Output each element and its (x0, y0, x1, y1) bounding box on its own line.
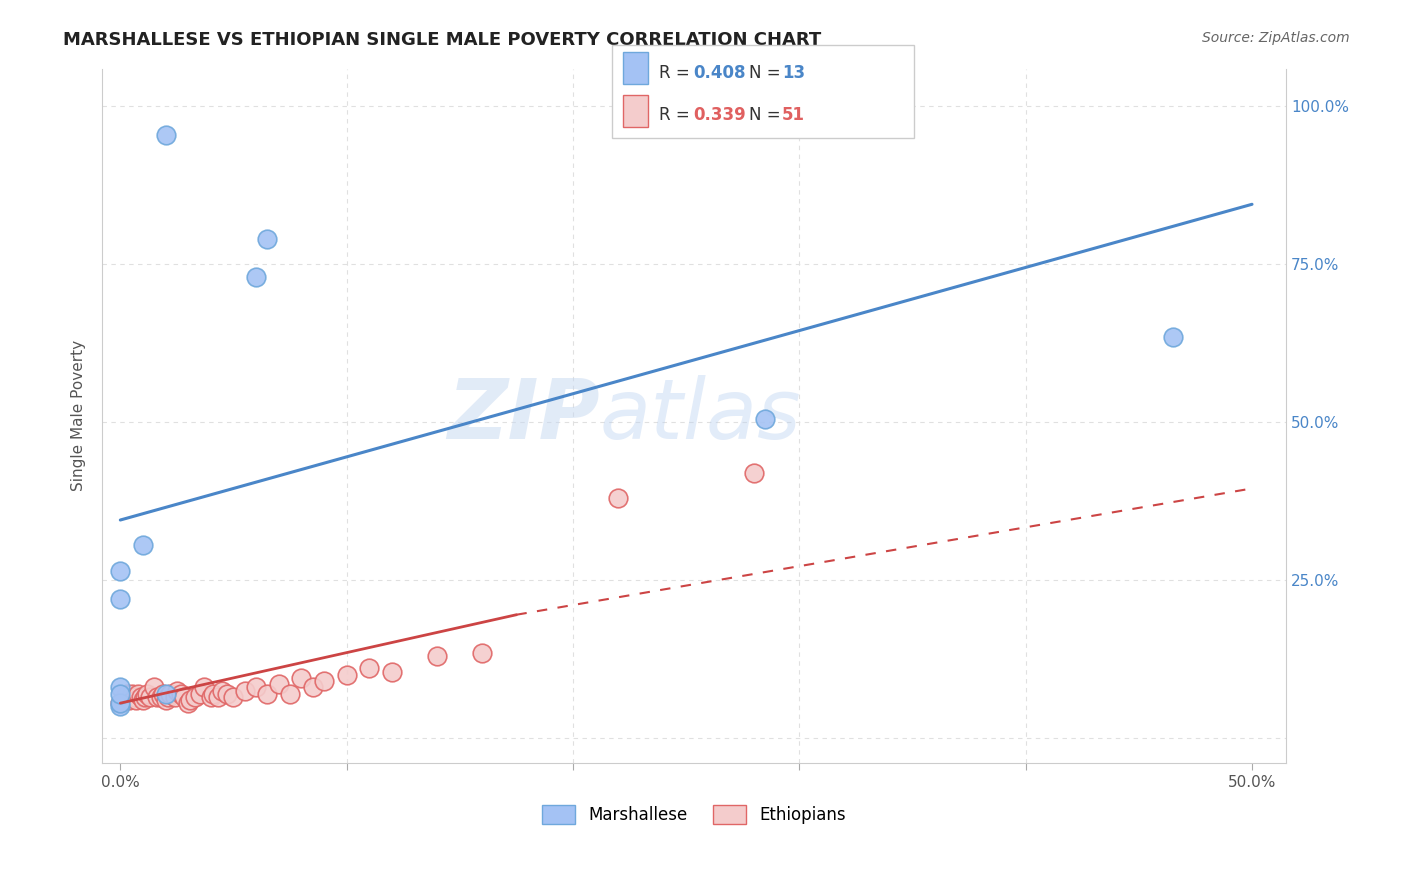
Point (471, 646, 494, 660)
Point (129, 690, 152, 704)
Point (139, 690, 162, 704)
Point (155, 693, 177, 707)
Point (110, 696, 132, 710)
Point (426, 648, 449, 663)
Point (132, 538, 155, 552)
Point (202, 687, 225, 701)
Text: atlas: atlas (599, 376, 801, 457)
Point (207, 690, 229, 704)
Point (233, 683, 256, 698)
Point (118, 693, 141, 707)
Point (184, 690, 207, 704)
Point (215, 687, 238, 701)
Point (211, 683, 233, 698)
Point (256, 687, 278, 701)
Text: R =: R = (659, 63, 696, 82)
Point (312, 673, 335, 688)
Point (245, 269, 267, 284)
Point (256, 232, 278, 246)
Point (200, 690, 222, 704)
Legend: Marshallese, Ethiopians: Marshallese, Ethiopians (541, 805, 846, 824)
Point (188, 687, 211, 701)
Text: 0.408: 0.408 (693, 63, 745, 82)
Point (267, 677, 290, 691)
Point (132, 693, 155, 707)
Point (336, 667, 359, 681)
Point (155, 687, 177, 701)
Point (359, 661, 381, 675)
Point (136, 687, 159, 701)
Point (290, 671, 312, 685)
Text: 51: 51 (782, 106, 804, 124)
Point (110, 696, 132, 710)
Point (125, 693, 148, 707)
Point (754, 412, 776, 426)
Text: 13: 13 (782, 63, 804, 82)
Text: Source: ZipAtlas.com: Source: ZipAtlas.com (1202, 31, 1350, 45)
Point (110, 681, 132, 695)
Text: ZIP: ZIP (447, 376, 599, 457)
Point (607, 491, 630, 505)
Point (173, 690, 195, 704)
Text: N =: N = (749, 106, 786, 124)
Point (177, 696, 200, 710)
Point (742, 466, 765, 480)
Point (278, 687, 301, 701)
Point (163, 690, 186, 704)
Point (110, 699, 132, 714)
Point (170, 687, 193, 701)
Point (115, 687, 138, 701)
Point (245, 681, 267, 695)
Point (143, 681, 166, 695)
Point (110, 591, 132, 606)
Point (111, 693, 134, 707)
Point (301, 681, 323, 695)
Text: MARSHALLESE VS ETHIOPIAN SINGLE MALE POVERTY CORRELATION CHART: MARSHALLESE VS ETHIOPIAN SINGLE MALE POV… (63, 31, 821, 49)
Point (222, 690, 245, 704)
Point (110, 564, 132, 578)
Text: R =: R = (659, 106, 696, 124)
Point (114, 690, 136, 704)
Point (1161, 330, 1184, 344)
Point (381, 665, 404, 679)
Y-axis label: Single Male Poverty: Single Male Poverty (72, 340, 86, 491)
Point (145, 690, 167, 704)
Point (156, 690, 179, 704)
Point (127, 687, 149, 701)
Point (134, 690, 156, 704)
Text: N =: N = (749, 63, 786, 82)
Point (121, 687, 143, 701)
Point (155, 128, 177, 142)
Point (193, 681, 215, 695)
Point (110, 687, 132, 701)
Point (159, 687, 181, 701)
Point (150, 690, 173, 704)
Point (122, 690, 145, 704)
Point (166, 683, 188, 698)
Text: 0.339: 0.339 (693, 106, 747, 124)
Point (152, 687, 174, 701)
Point (179, 693, 201, 707)
